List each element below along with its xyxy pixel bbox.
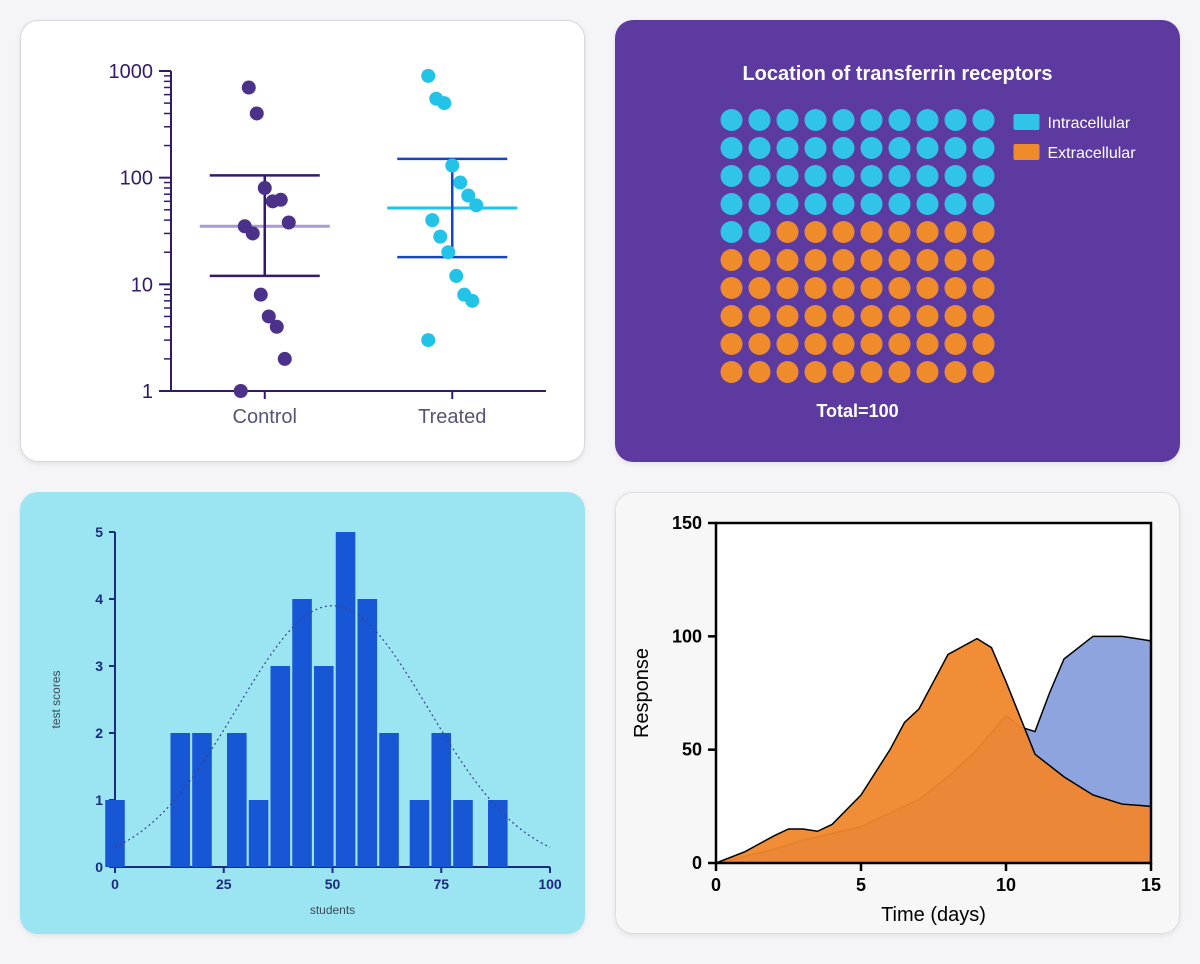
chart-grid: 1101001000ControlTreated Location of tra… (20, 20, 1180, 934)
svg-text:5: 5 (856, 875, 866, 895)
svg-text:Response: Response (631, 648, 653, 738)
svg-text:Treated: Treated (418, 406, 486, 428)
svg-text:1: 1 (142, 381, 153, 403)
svg-text:0: 0 (95, 859, 103, 875)
area-chart-card: 0 50 100 150 0 5 10 15 Time (days) Response (615, 492, 1180, 934)
svg-text:0: 0 (692, 853, 702, 873)
svg-text:5: 5 (95, 524, 103, 540)
svg-text:100: 100 (120, 168, 153, 190)
svg-text:50: 50 (682, 740, 702, 760)
svg-text:Location of transferrin recept: Location of transferrin receptors (742, 63, 1052, 85)
svg-text:0: 0 (111, 876, 119, 892)
svg-text:10: 10 (131, 274, 153, 296)
waffle-chart-card: Location of transferrin receptors Intrace… (615, 20, 1180, 462)
scatter-chart-card: 1 10 100 1000 Control Treated (20, 20, 585, 462)
svg-text:4: 4 (95, 591, 103, 607)
svg-text:150: 150 (672, 513, 702, 533)
svg-text:100: 100 (538, 876, 562, 892)
svg-text:10: 10 (996, 875, 1016, 895)
svg-text:Total=100: Total=100 (816, 401, 898, 421)
svg-text:1: 1 (95, 792, 103, 808)
histogram-chart-card: 0123450255075100studentstest scores (20, 492, 585, 934)
svg-text:75: 75 (433, 876, 449, 892)
svg-text:2: 2 (95, 725, 103, 741)
svg-text:test scores: test scores (49, 670, 63, 728)
svg-text:0: 0 (711, 875, 721, 895)
svg-text:25: 25 (216, 876, 232, 892)
svg-text:50: 50 (325, 876, 341, 892)
svg-text:3: 3 (95, 658, 103, 674)
svg-text:15: 15 (1141, 875, 1161, 895)
svg-text:Control: Control (233, 406, 297, 428)
svg-text:Intracellular: Intracellular (1048, 115, 1131, 132)
svg-text:Extracellular: Extracellular (1048, 145, 1137, 162)
svg-text:students: students (310, 903, 355, 917)
svg-text:Time (days): Time (days) (881, 904, 986, 926)
svg-text:1000: 1000 (109, 61, 154, 83)
svg-text:100: 100 (672, 626, 702, 646)
